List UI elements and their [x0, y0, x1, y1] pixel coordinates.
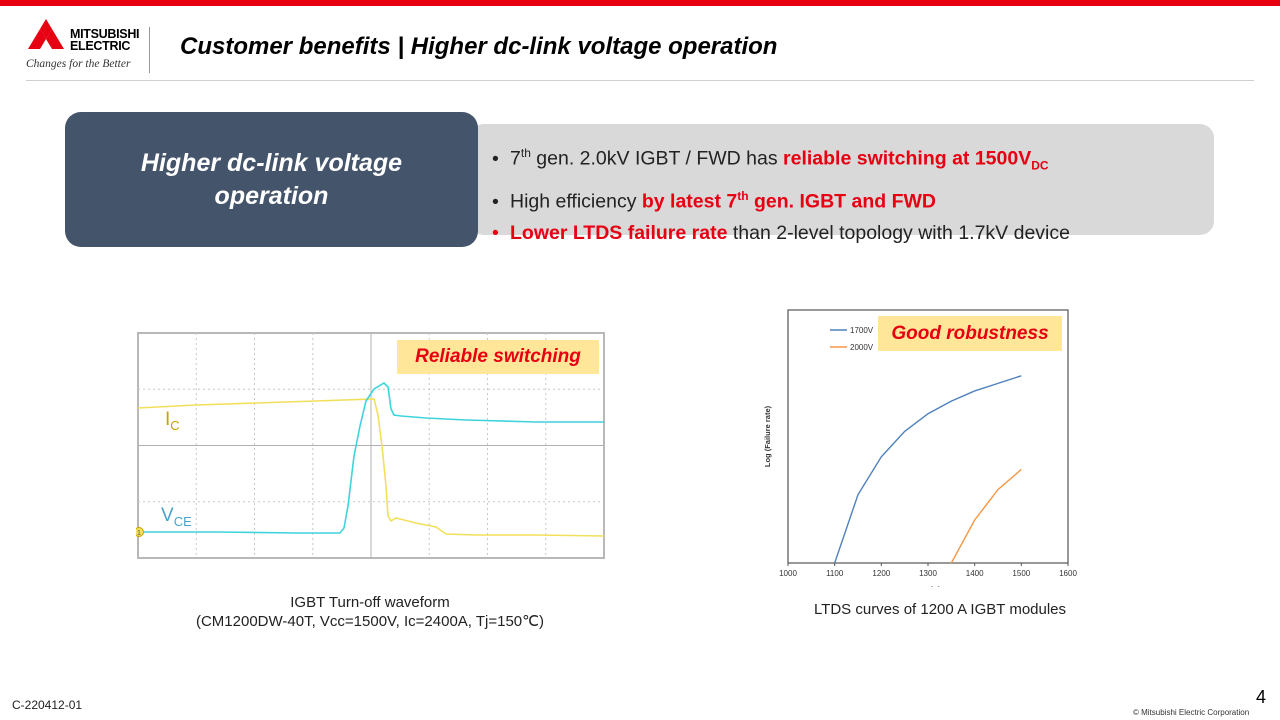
ic-trace — [137, 398, 605, 537]
ltds-caption: LTDS curves of 1200 A IGBT modules — [813, 601, 1067, 618]
three-diamonds-icon — [28, 19, 64, 49]
x-tick-label: 1400 — [966, 569, 984, 578]
bullet-item: • 7th gen. 2.0kV IGBT / FWD has reliable … — [492, 138, 1207, 181]
logo-tagline: Changes for the Better — [26, 58, 131, 70]
y-axis-label: Log (Failure rate) — [763, 405, 772, 467]
waveform-caption: IGBT Turn-off waveform (CM1200DW-40T, Vc… — [195, 594, 544, 630]
feature-heading-box: Higher dc-link voltage operation — [65, 112, 478, 247]
legend-label: 1700V — [850, 326, 874, 335]
benefit-details-panel — [470, 124, 1214, 235]
page-number: 4 — [1256, 687, 1267, 707]
bullet-text: reliable switching at 1500V — [783, 147, 1032, 170]
channel-1-marker — [136, 527, 144, 537]
bullet-item: • High efficiency by latest 7th gen. IGBT… — [492, 181, 1207, 218]
bullet-text: th — [737, 189, 749, 204]
company-logo: MITSUBISHI ELECTRIC Changes for the Bett… — [26, 17, 158, 73]
good-robustness-badge: Good robustness — [878, 316, 1062, 351]
x-tick-label: 1200 — [872, 569, 890, 578]
bullet-item: • Lower LTDS failure rate than 2-level to… — [492, 218, 1207, 249]
x-tick-label: 1000 — [779, 569, 797, 578]
feature-heading: Higher dc-link voltage operation — [140, 148, 403, 210]
bullet-marker: • — [492, 221, 499, 244]
x-tick-label: 1600 — [1059, 569, 1077, 578]
vce-trace-label: VCE — [161, 505, 192, 529]
bullet-text: than 2-level topology with 1.7kV device — [727, 221, 1070, 244]
copyright-notice: © Mitsubishi Electric Corporation — [1133, 708, 1250, 717]
series-line-1700V — [834, 375, 1022, 564]
bullet-text: by latest 7 — [641, 190, 738, 213]
bullet-text: gen. 2.0kV IGBT / FWD has — [530, 147, 784, 170]
logo-word-electric: ELECTRIC — [70, 39, 131, 53]
bullet-text: Lower LTDS failure rate — [510, 221, 728, 244]
document-code: C-220412-01 — [12, 698, 83, 712]
bullet-text: DC — [1031, 158, 1049, 173]
x-tick-label: 1100 — [826, 569, 844, 578]
x-tick-label: 1500 — [1012, 569, 1030, 578]
bullet-text: gen. IGBT and FWD — [748, 190, 936, 213]
ltds-chart: 1000 1100 1200 1300 1400 1500 1600 VCE [V] Log (… — [763, 309, 1077, 587]
channel-1-marker-label: 1 — [137, 530, 141, 537]
logo-divider — [149, 27, 150, 73]
bullet-marker: • — [492, 147, 499, 170]
vce-trace — [138, 381, 604, 534]
header-divider — [26, 80, 1254, 81]
benefit-bullet-list: • 7th gen. 2.0kV IGBT / FWD has reliable … — [492, 138, 1207, 249]
slide-title: Customer benefits | Higher dc-link volta… — [180, 33, 778, 60]
logo-word-mitsubishi: MITSUBISHI — [70, 27, 140, 41]
waveform-grid — [138, 333, 604, 558]
bullet-text: 7 — [510, 147, 521, 170]
series-line-2000V — [950, 468, 1022, 564]
bullet-marker: • — [492, 190, 499, 213]
bullet-text: th — [520, 146, 531, 160]
x-axis-label: VCE [V] — [916, 585, 940, 587]
ic-trace-label: IC — [165, 409, 180, 433]
x-tick-label: 1300 — [919, 569, 937, 578]
legend-label: 2000V — [850, 343, 874, 352]
reliable-switching-badge: Reliable switching — [397, 340, 599, 374]
bullet-text: High efficiency — [510, 190, 642, 213]
top-accent-bar — [0, 0, 1280, 6]
